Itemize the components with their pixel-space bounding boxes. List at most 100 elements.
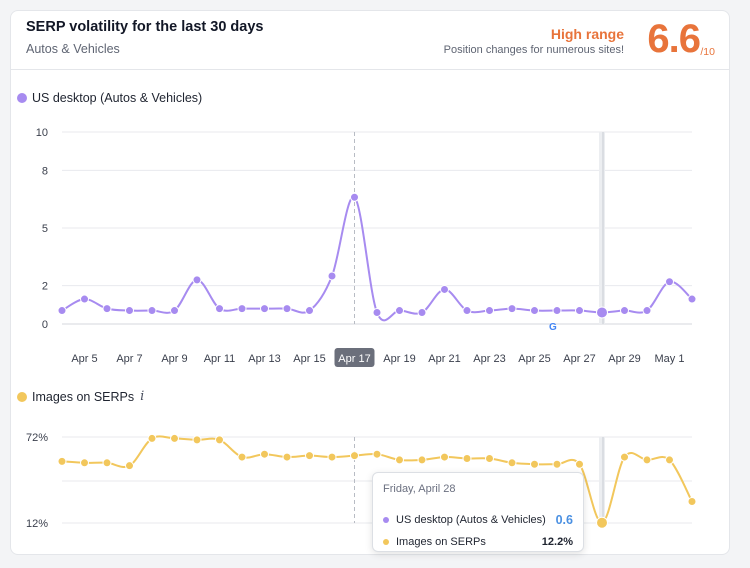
data-point-images-serps xyxy=(530,459,539,469)
legend-label: US desktop (Autos & Vehicles) xyxy=(32,91,203,105)
x-tick-label: Apr 9 xyxy=(161,353,187,365)
data-point-us-desktop xyxy=(350,192,359,202)
data-point-us-desktop xyxy=(642,306,652,316)
legend-images-serps[interactable]: Images on SERPs i xyxy=(17,389,144,404)
data-point-us-desktop xyxy=(395,306,404,316)
data-point-us-desktop xyxy=(102,304,112,314)
data-point-images-serps xyxy=(596,516,608,529)
data-point-us-desktop xyxy=(575,306,584,316)
data-point-images-serps xyxy=(327,452,337,462)
data-point-us-desktop xyxy=(57,306,67,316)
data-point-us-desktop xyxy=(552,306,562,316)
card-content: SERP volatility for the last 30 days Aut… xyxy=(10,10,730,555)
data-point-images-serps xyxy=(485,454,494,463)
volatility-score-max: /10 xyxy=(700,46,715,58)
y-tick-label: 8 xyxy=(42,165,48,177)
data-point-images-serps xyxy=(620,452,629,462)
data-point-images-serps xyxy=(440,452,449,462)
page-title: SERP volatility for the last 30 days xyxy=(26,19,264,35)
data-point-us-desktop xyxy=(372,307,382,317)
data-point-us-desktop xyxy=(530,306,539,316)
selected-column-band xyxy=(599,132,605,324)
y-tick-label: 5 xyxy=(42,223,48,235)
x-tick-label: Apr 27 xyxy=(563,353,595,365)
tooltip: Friday, April 28 US desktop (Autos & Veh… xyxy=(372,472,584,552)
x-tick-label: Apr 15 xyxy=(293,353,325,365)
data-point-us-desktop xyxy=(125,306,134,316)
info-icon[interactable]: i xyxy=(140,389,145,404)
category-subtitle: Autos & Vehicles xyxy=(26,42,120,56)
tooltip-value: 12.2% xyxy=(541,536,573,548)
data-point-images-serps xyxy=(687,497,697,506)
x-tick-highlight xyxy=(334,348,375,367)
tooltip-row-us-desktop: US desktop (Autos & Vehicles) 0.6 xyxy=(383,513,573,527)
data-point-us-desktop xyxy=(665,277,674,287)
tooltip-dot-purple xyxy=(383,517,389,523)
tooltip-label: US desktop (Autos & Vehicles) xyxy=(396,514,546,526)
data-point-images-serps xyxy=(147,433,157,443)
data-point-images-serps xyxy=(552,459,562,469)
tooltip-date: Friday, April 28 xyxy=(383,483,456,495)
series-line-us-desktop xyxy=(61,196,693,322)
card-header: SERP volatility for the last 30 days Aut… xyxy=(10,10,730,70)
data-point-images-serps xyxy=(192,435,202,445)
y-tick-label: 10 xyxy=(36,127,48,139)
y-tick-label: 2 xyxy=(42,281,48,293)
volatility-score: 6.6 xyxy=(647,17,701,61)
data-point-us-desktop xyxy=(282,304,292,314)
legend-dot-yellow xyxy=(17,391,27,402)
data-point-images-serps xyxy=(372,449,382,459)
data-point-us-desktop xyxy=(147,306,157,316)
data-point-images-serps xyxy=(282,452,292,462)
data-point-images-serps xyxy=(260,449,269,459)
x-tick-label: Apr 25 xyxy=(518,353,550,365)
data-point-images-serps xyxy=(417,455,427,465)
data-point-us-desktop xyxy=(596,306,608,319)
data-point-images-serps xyxy=(305,451,314,461)
tooltip-row-images: Images on SERPs 12.2% xyxy=(383,536,573,548)
data-point-us-desktop xyxy=(462,306,472,316)
data-point-us-desktop xyxy=(507,304,517,314)
google-update-icon: G xyxy=(549,322,557,333)
data-point-us-desktop xyxy=(485,306,494,316)
x-tick-label: Apr 19 xyxy=(383,353,415,365)
data-point-images-serps xyxy=(57,456,67,466)
data-point-us-desktop xyxy=(260,304,269,314)
data-point-us-desktop xyxy=(305,306,314,316)
x-tick-label: Apr 21 xyxy=(428,353,460,365)
data-point-us-desktop xyxy=(620,306,629,316)
x-tick-label: Apr 17 xyxy=(338,353,370,365)
data-point-us-desktop xyxy=(170,306,179,316)
x-tick-label: Apr 29 xyxy=(608,353,640,365)
x-tick-label: Apr 11 xyxy=(204,353,236,365)
data-point-images-serps xyxy=(462,454,472,463)
data-point-images-serps xyxy=(170,433,179,443)
tooltip-dot-yellow xyxy=(383,539,389,545)
data-point-images-serps xyxy=(395,455,404,465)
data-point-images-serps xyxy=(237,452,247,462)
data-point-images-serps xyxy=(102,458,112,468)
range-label: High range xyxy=(550,26,624,42)
tooltip-label: Images on SERPs xyxy=(396,536,486,548)
data-point-images-serps xyxy=(80,458,89,468)
data-point-images-serps xyxy=(575,459,584,469)
data-point-us-desktop xyxy=(440,284,449,294)
y-tick-label: 0 xyxy=(42,319,48,331)
selected-column-band xyxy=(599,437,605,523)
x-tick-label: Apr 13 xyxy=(248,353,280,365)
legend-dot-purple xyxy=(17,93,27,103)
x-tick-label: May 1 xyxy=(655,353,685,365)
data-point-images-serps xyxy=(642,455,652,465)
legend-label: Images on SERPs xyxy=(32,389,135,404)
y-tick-label: 72% xyxy=(26,432,48,444)
x-tick-label: Apr 23 xyxy=(473,353,505,365)
legend-us-desktop[interactable]: US desktop (Autos & Vehicles) xyxy=(17,91,202,105)
data-point-images-serps xyxy=(350,451,359,461)
x-tick-label: Apr 7 xyxy=(116,353,142,365)
data-point-us-desktop xyxy=(327,271,337,281)
data-point-us-desktop xyxy=(417,307,427,317)
data-point-images-serps xyxy=(215,435,224,445)
x-tick-label: Apr 5 xyxy=(71,353,97,365)
data-point-images-serps xyxy=(125,461,134,471)
